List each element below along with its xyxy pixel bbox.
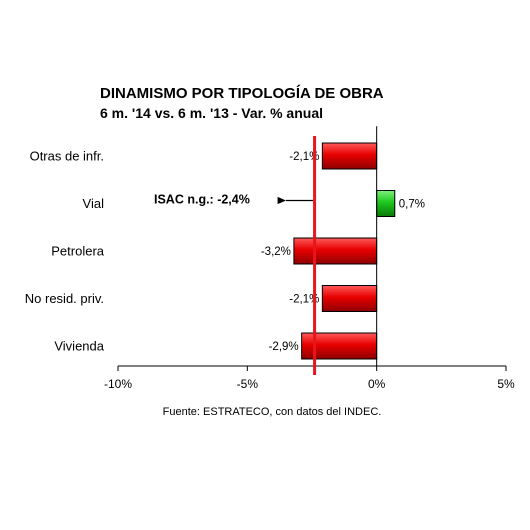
- bar: [376, 190, 396, 217]
- bar: [301, 332, 378, 360]
- chart-source: Fuente: ESTRATECO, con datos del INDEC.: [163, 406, 382, 418]
- category-label: Otras de infr.: [30, 149, 104, 164]
- category-label: No resid. priv.: [25, 291, 104, 306]
- x-tick-label: -10%: [104, 377, 132, 391]
- bar: [321, 285, 378, 312]
- category-label: Vial: [83, 196, 105, 211]
- bar: [293, 237, 378, 265]
- category-label: Petrolera: [51, 244, 105, 259]
- plot-area: -10% -5% 0% 5% Otras de infr. -2,1% Vial 0,7% Pe…: [25, 126, 515, 391]
- value-label: -2,9%: [269, 341, 299, 353]
- value-label: -2,1%: [289, 151, 319, 163]
- x-tick-label: 5%: [497, 377, 515, 391]
- chart-title: DINAMISMO POR TIPOLOGÍA DE OBRA: [100, 85, 384, 102]
- reference-line-label: ISAC n.g.: -2,4%: [154, 193, 250, 207]
- x-tick-label: -5%: [237, 377, 259, 391]
- chart-subtitle: 6 m. '14 vs. 6 m. '13 - Var. % anual: [100, 105, 323, 121]
- bar: [321, 142, 378, 170]
- value-label: -2,1%: [289, 294, 319, 306]
- category-label: Vivienda: [54, 339, 104, 354]
- value-label: -3,2%: [261, 246, 291, 258]
- value-label: 0,7%: [399, 199, 425, 211]
- x-tick-label: 0%: [368, 377, 386, 391]
